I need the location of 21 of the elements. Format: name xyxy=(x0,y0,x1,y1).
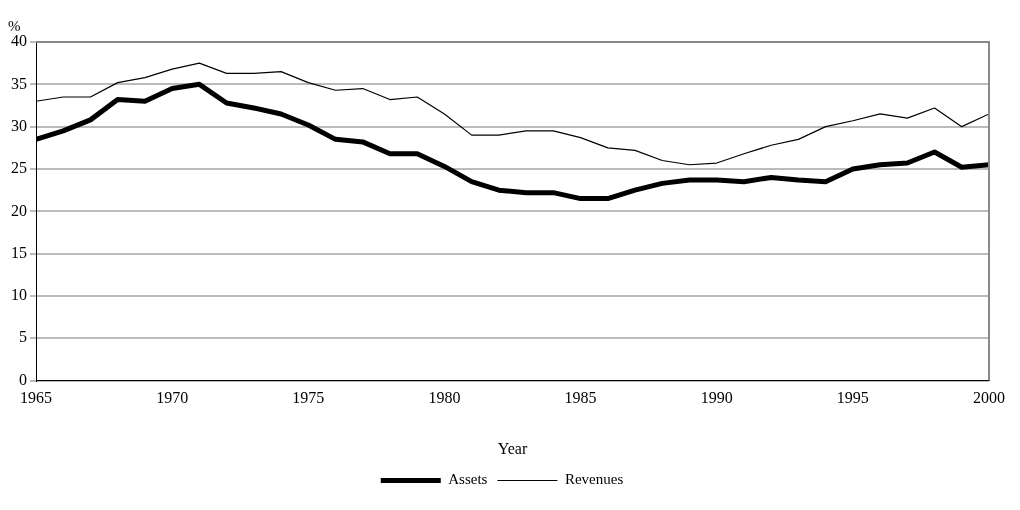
y-tick-label: 15 xyxy=(11,243,27,261)
y-tick-label: 20 xyxy=(11,201,27,219)
x-tick-label: 1990 xyxy=(700,389,733,407)
y-tick-label: 30 xyxy=(11,116,27,134)
y-tick-label: 0 xyxy=(19,370,27,388)
y-tick-label: 10 xyxy=(11,286,27,304)
legend-label: Assets xyxy=(448,471,488,488)
y-tick-label: 40 xyxy=(11,32,27,50)
x-axis-title: Year xyxy=(497,439,528,457)
legend-label: Revenues xyxy=(564,471,624,488)
x-tick-label: 1985 xyxy=(564,389,597,407)
y-tick-label: 35 xyxy=(11,74,27,92)
x-tick-label: 2000 xyxy=(973,389,1005,407)
y-axis-title: % xyxy=(8,17,21,34)
x-tick-label: 1970 xyxy=(156,389,189,407)
y-tick-label: 5 xyxy=(19,328,27,346)
y-tick-label: 25 xyxy=(11,159,27,177)
x-tick-label: 1975 xyxy=(292,389,325,407)
x-tick-label: 1980 xyxy=(428,389,461,407)
x-tick-label: 1965 xyxy=(20,389,52,407)
x-tick-label: 1995 xyxy=(836,389,869,407)
